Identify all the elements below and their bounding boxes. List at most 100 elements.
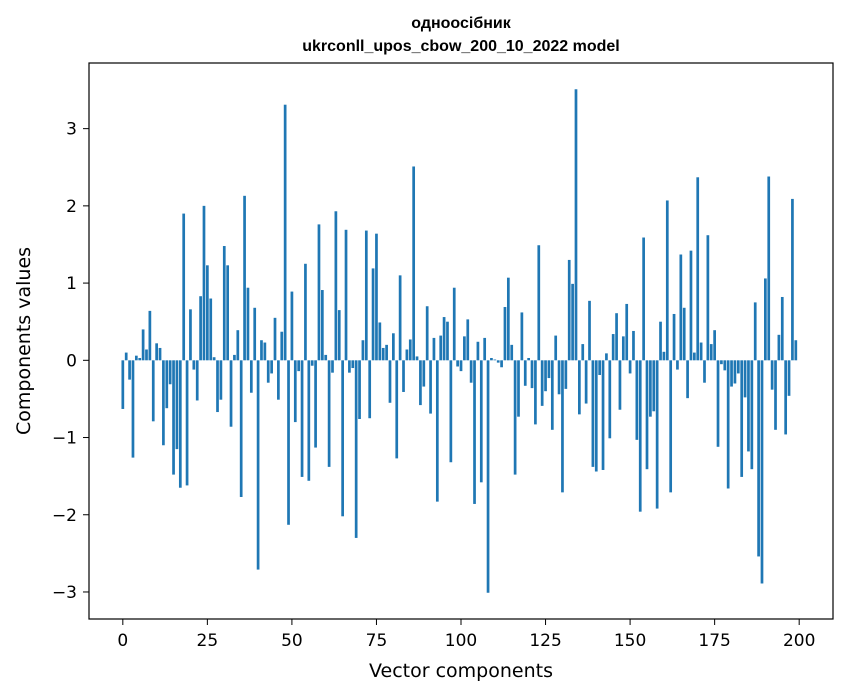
bar: [145, 349, 148, 361]
bar: [490, 357, 493, 361]
bar: [419, 360, 422, 406]
bar: [791, 198, 794, 361]
bar: [398, 275, 402, 361]
bar: [510, 344, 514, 361]
bar: [723, 360, 727, 371]
bar: [459, 360, 463, 372]
bar: [770, 360, 774, 390]
bar: [277, 360, 280, 400]
bar: [388, 360, 392, 403]
bar: [131, 360, 135, 458]
bar: [249, 360, 253, 393]
bar: [219, 360, 223, 400]
bar: [720, 360, 723, 365]
bar: [743, 360, 747, 398]
bar: [337, 310, 341, 361]
bar: [206, 265, 209, 361]
bar: [168, 360, 172, 385]
bar: [520, 312, 524, 361]
bar: [567, 259, 571, 361]
bar: [381, 347, 385, 361]
bar: [432, 337, 436, 361]
bar: [375, 233, 378, 361]
bar: [405, 349, 409, 361]
bar: [537, 245, 541, 361]
bar: [726, 360, 730, 489]
bar: [253, 307, 257, 361]
bar: [747, 360, 750, 452]
y-axis-label: Components values: [13, 247, 35, 435]
bar: [351, 360, 355, 369]
bar: [692, 352, 696, 361]
bar: [222, 246, 226, 361]
x-tick-label: 175: [698, 631, 730, 651]
bar: [757, 360, 760, 557]
bar: [148, 310, 152, 361]
bar: [534, 360, 537, 425]
y-tick-label: 0: [66, 351, 77, 371]
bar: [175, 360, 179, 450]
bar: [452, 287, 456, 361]
bar: [331, 360, 334, 373]
bar: [638, 360, 642, 512]
bar: [554, 335, 558, 361]
bar: [696, 177, 700, 361]
bar: [753, 302, 757, 361]
bar: [385, 344, 388, 361]
bar: [212, 357, 216, 361]
bar: [709, 344, 713, 361]
bar: [713, 330, 716, 361]
bar: [764, 278, 767, 361]
bar: [483, 337, 487, 361]
y-tick-label: 3: [66, 120, 77, 140]
bar: [730, 360, 733, 387]
bar: [780, 296, 784, 361]
bar: [479, 360, 483, 483]
bar: [128, 360, 131, 380]
bar: [256, 360, 260, 570]
bar: [740, 360, 744, 477]
y-tick-label: −3: [52, 583, 77, 603]
bar: [550, 360, 554, 430]
bar: [435, 360, 439, 502]
bar: [192, 360, 196, 370]
bar: [605, 353, 608, 361]
x-tick-label: 100: [445, 631, 477, 651]
bar: [618, 360, 622, 410]
bar: [229, 360, 233, 427]
bar: [591, 360, 595, 467]
bar: [141, 329, 145, 361]
bar: [165, 360, 169, 409]
bar: [699, 342, 703, 361]
bar: [473, 360, 476, 504]
bar: [314, 360, 317, 448]
bar: [652, 360, 656, 412]
bar: [672, 313, 676, 361]
bar: [297, 360, 301, 372]
bar: [486, 360, 490, 593]
bar: [571, 283, 574, 361]
bar: [266, 360, 270, 383]
bar: [503, 307, 507, 361]
bar: [344, 229, 348, 361]
bar: [290, 291, 294, 361]
bar: [608, 360, 612, 439]
x-axis-label: Vector components: [369, 660, 553, 682]
bar: [530, 360, 534, 389]
bar: [239, 360, 243, 497]
bar: [476, 341, 480, 361]
bar: [182, 213, 186, 361]
bar: [544, 360, 547, 392]
bar: [202, 205, 206, 361]
bar: [774, 360, 777, 430]
bar: [216, 360, 219, 413]
bar: [236, 330, 240, 361]
bar: [621, 336, 625, 361]
bar: [233, 354, 236, 361]
y-tick-label: −2: [52, 506, 77, 526]
y-tick-label: 2: [66, 197, 77, 217]
bar: [260, 340, 263, 361]
bar: [574, 89, 578, 361]
bar: [412, 166, 416, 361]
bar: [195, 360, 199, 401]
